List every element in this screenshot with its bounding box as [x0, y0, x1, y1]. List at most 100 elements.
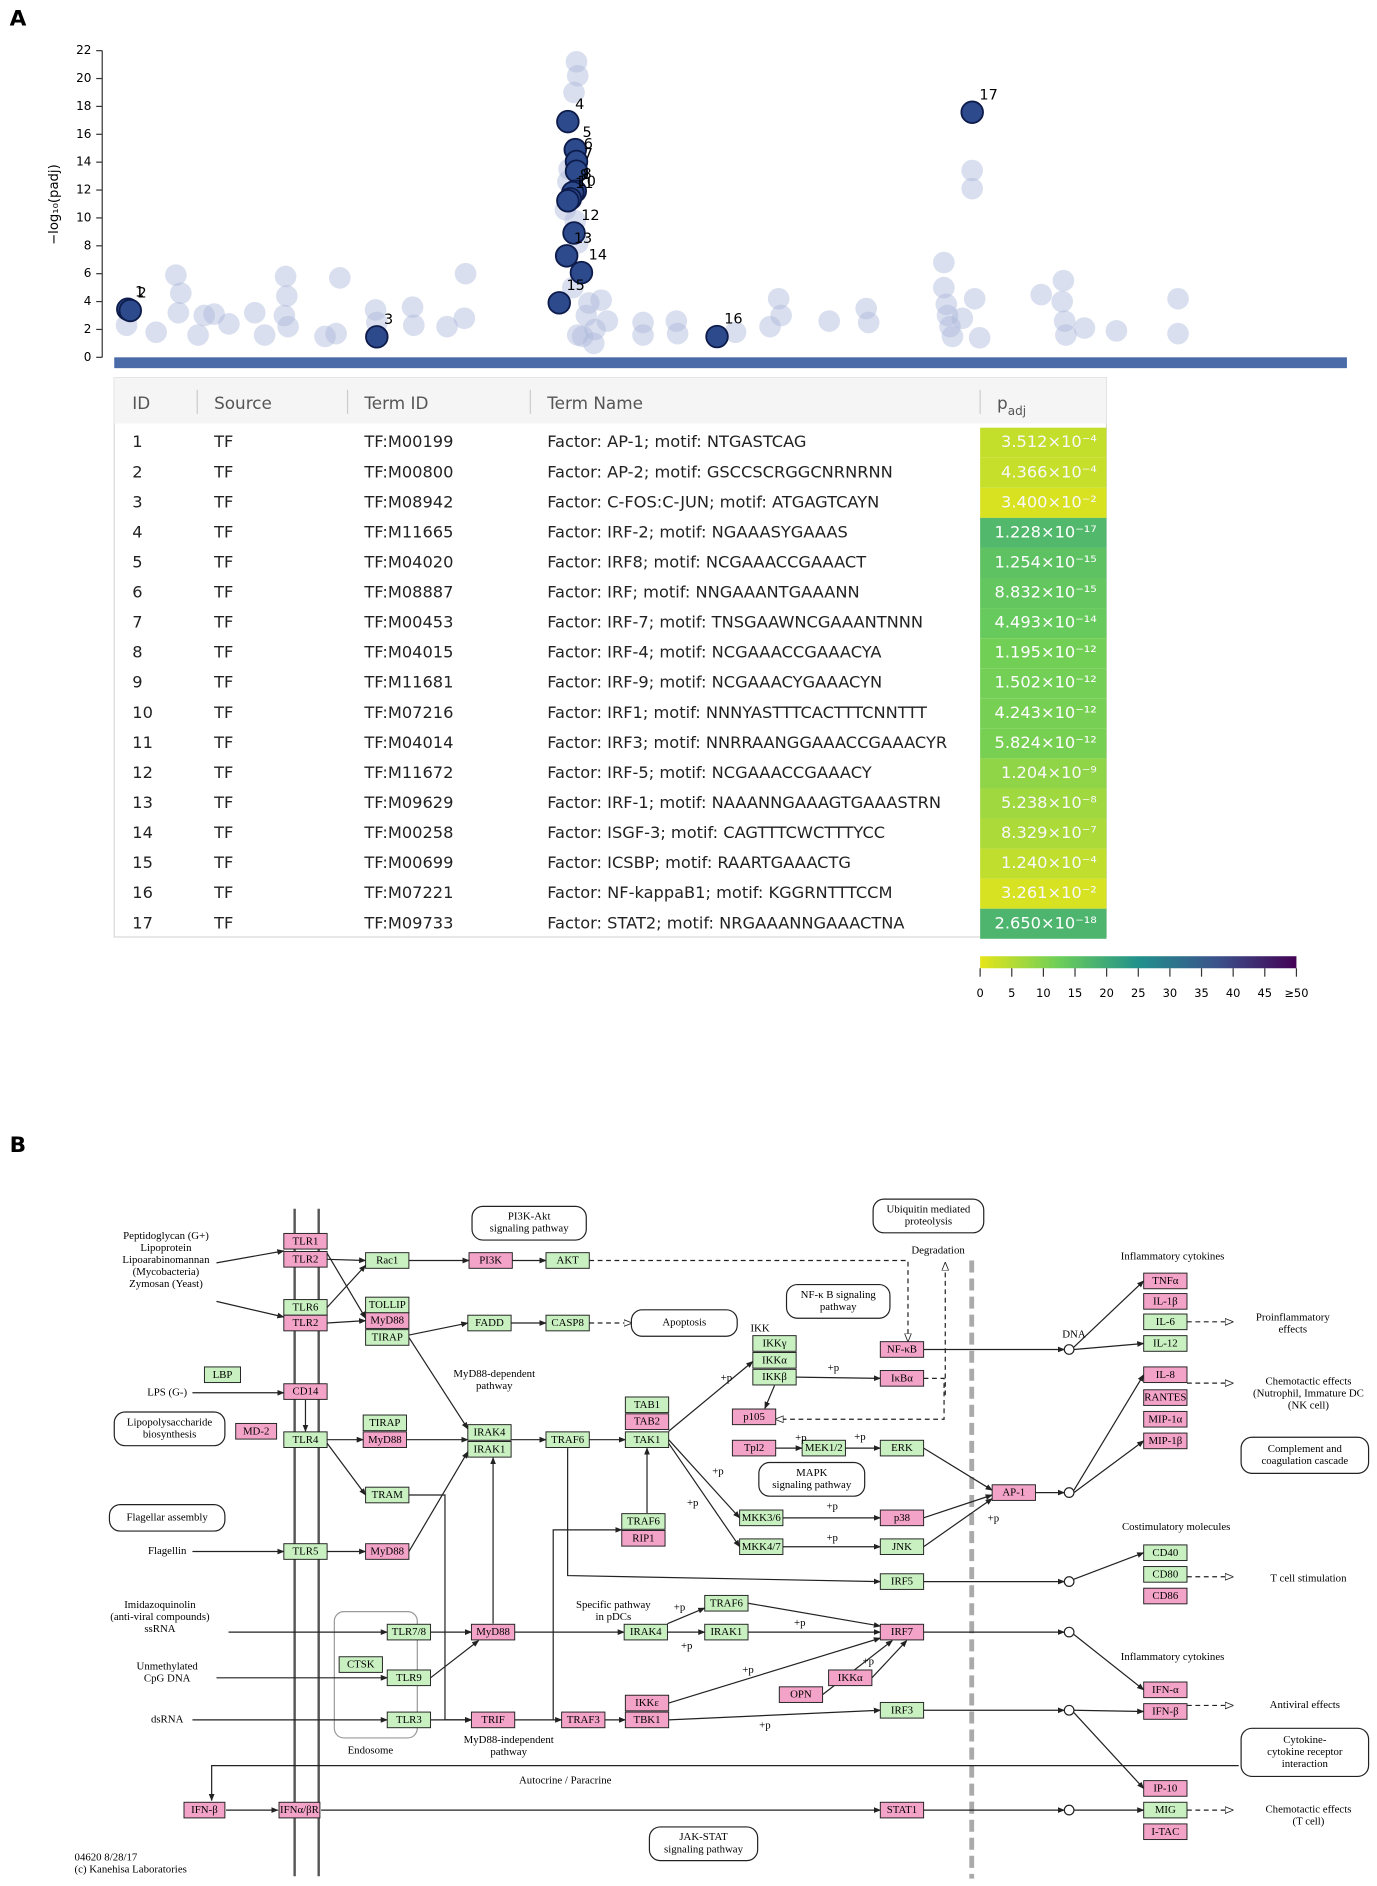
- dna-node: [1063, 1804, 1075, 1816]
- arrow: [668, 1707, 882, 1721]
- gene-box: [879, 1370, 925, 1387]
- table-cell: TF:M04015: [363, 643, 453, 662]
- gene-label: TLR3: [396, 1714, 422, 1726]
- gene-box: [470, 1623, 516, 1641]
- phosphorylation: +p: [794, 1617, 806, 1629]
- point: [436, 315, 458, 338]
- point: [566, 324, 589, 346]
- table-cell: 6: [132, 583, 142, 602]
- arrow: [408, 1451, 469, 1552]
- gene-box: [467, 1441, 512, 1458]
- point: [565, 50, 588, 73]
- map-label: biosynthesis: [143, 1428, 196, 1440]
- phosphorylation: +p: [854, 1431, 866, 1443]
- gene-box: [624, 1396, 670, 1414]
- arrow: [668, 1439, 741, 1519]
- pathway-text: effects: [1279, 1324, 1308, 1336]
- gene-box: [801, 1439, 846, 1457]
- padj-cell: [980, 638, 1107, 669]
- table-cell: TF:M09629: [363, 793, 453, 812]
- padj-cell: [980, 578, 1107, 609]
- padj-cell: [980, 818, 1107, 849]
- table-cell: TF:M07216: [363, 703, 453, 722]
- point: [218, 313, 240, 335]
- arrow: [1073, 1440, 1145, 1494]
- gene-label: CTSK: [347, 1659, 375, 1671]
- gene-box: [365, 1329, 410, 1346]
- y-tick-label: 8: [84, 238, 92, 252]
- table-cell: TF:M00258: [363, 823, 453, 842]
- gene-label: STAT1: [887, 1804, 917, 1816]
- gene-box: [283, 1314, 328, 1332]
- pathway-text: Zymosan (Yeast): [129, 1278, 203, 1290]
- padj-value: 1.195×10⁻¹²: [995, 643, 1097, 662]
- gene-box: [1143, 1366, 1188, 1384]
- gene-box: [338, 1656, 383, 1673]
- phosphorylation: +p: [795, 1432, 807, 1444]
- gene-box: [1143, 1432, 1188, 1450]
- gene-box: [386, 1623, 432, 1641]
- gene-label: IL-8: [1156, 1369, 1175, 1381]
- arrow: [668, 1637, 882, 1704]
- map-label: Cytokine-: [1283, 1734, 1327, 1746]
- colorbar-tick-label: 5: [1008, 986, 1015, 1000]
- table-cell: Factor: IRF3; motif: NNRRAANGGAAACCGAAAC…: [547, 733, 947, 752]
- point: [818, 310, 841, 332]
- gene-box: [235, 1422, 278, 1440]
- arrow: [327, 1318, 367, 1324]
- point: [1052, 269, 1075, 292]
- table-cell: TF:M00453: [363, 613, 453, 632]
- gene-box: [879, 1538, 925, 1556]
- gene-box: [731, 1408, 777, 1426]
- gene-label: MIG: [1155, 1804, 1176, 1816]
- gene-box: [828, 1669, 873, 1687]
- gene-label: TAK1: [634, 1434, 661, 1446]
- point: [584, 318, 606, 341]
- table-cell: TF: [213, 522, 233, 541]
- pathway-text: Antiviral effects: [1270, 1699, 1340, 1711]
- table-cell: Factor: STAT2; motif: NRGAAANNGAAACTNA: [547, 913, 904, 932]
- gene-label: IKKγ: [762, 1338, 786, 1350]
- gene-label: TLR7/8: [392, 1626, 426, 1638]
- table-cell: TF: [213, 492, 233, 511]
- table-cell: 3: [132, 492, 142, 511]
- table-cell: 16: [132, 883, 153, 902]
- table-cell: 4: [132, 522, 142, 541]
- table-cell: TF: [213, 823, 233, 842]
- table-cell: Factor: NF-kappaB1; motif: KGGRNTTTCCM: [547, 883, 892, 902]
- pathway-text: (Nutrophil, Immature DC: [1253, 1387, 1364, 1399]
- point: [855, 297, 878, 320]
- table-cell: 10: [132, 703, 153, 722]
- table-cell: Factor: IRF1; motif: NNNYASTTTCACTTTCNNT…: [547, 703, 927, 722]
- colorbar-tick-label: 0: [977, 986, 984, 1000]
- pathway-text: (NK cell): [1288, 1399, 1330, 1411]
- pathway-text: Degradation: [911, 1244, 965, 1256]
- table-cell: TF: [213, 462, 233, 481]
- pathway-map: [648, 1826, 759, 1862]
- padj-value: 8.329×10⁻⁷: [1001, 823, 1097, 842]
- phosphorylation: +p: [681, 1640, 693, 1652]
- point: [273, 304, 296, 327]
- table-cell: Factor: C-FOS:C-JUN; motif: ATGAGTCAYN: [547, 492, 879, 511]
- dashed-arrow: [776, 1377, 945, 1419]
- gene-box: [386, 1711, 432, 1729]
- gene-box: [624, 1431, 670, 1448]
- gene-label: CD80: [1152, 1568, 1178, 1580]
- point: [243, 301, 266, 324]
- gene-label: IRF7: [891, 1626, 914, 1638]
- gene-box: [624, 1413, 670, 1430]
- gene-box: [1143, 1272, 1188, 1290]
- gene-label: IRAK1: [474, 1443, 506, 1455]
- pathway-text: Autocrine / Paracrine: [519, 1775, 612, 1787]
- map-label: coagulation cascade: [1261, 1455, 1348, 1467]
- gene-label: TLR2: [293, 1253, 319, 1265]
- gene-box: [879, 1701, 925, 1719]
- table-cell: Factor: IRF; motif: NNGAAANTGAAANN: [547, 583, 859, 602]
- point-label: 16: [724, 312, 742, 328]
- point: [632, 324, 654, 346]
- arrow: [667, 1607, 706, 1625]
- pathway-map: [108, 1504, 226, 1532]
- padj-cell: [980, 487, 1107, 518]
- point-label: 6: [584, 137, 593, 153]
- pathway-text: CpG DNA: [144, 1672, 191, 1684]
